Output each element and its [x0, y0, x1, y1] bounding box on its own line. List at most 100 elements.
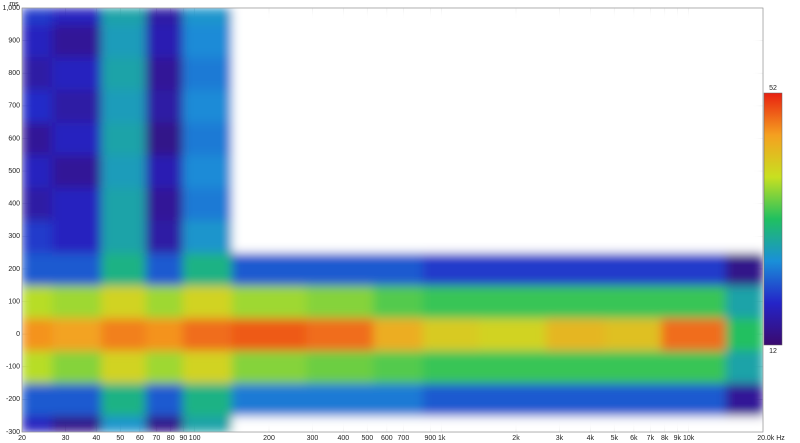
x-tick-label: 20 — [18, 435, 26, 442]
heat-cell — [306, 24, 374, 58]
heat-cell — [145, 89, 184, 123]
y-tick-label: 500 — [8, 168, 20, 175]
heat-cell — [604, 8, 662, 25]
heat-cell — [231, 24, 307, 58]
heat-cell — [373, 317, 424, 351]
heat-cell — [52, 220, 102, 254]
x-tick-label: 80 — [167, 435, 175, 442]
heat-cell — [725, 89, 763, 123]
heat-cell — [604, 187, 662, 221]
heat-cell — [182, 383, 233, 417]
heat-cell — [52, 415, 102, 432]
heat-cell — [725, 122, 763, 156]
heat-cell — [145, 383, 184, 417]
heat-cell — [182, 56, 233, 91]
heat-cell — [546, 24, 606, 58]
heat-cell — [306, 154, 374, 188]
heat-cell — [101, 383, 146, 417]
heat-cell — [661, 187, 727, 221]
heat-cell — [478, 56, 547, 91]
x-tick-label: 60 — [136, 435, 144, 442]
heat-cell — [306, 415, 374, 432]
heat-cell — [145, 154, 184, 188]
heat-cell — [373, 383, 424, 417]
heat-cell — [546, 317, 606, 351]
heat-cell — [661, 154, 727, 188]
heat-cell — [306, 252, 374, 286]
heat-cell — [22, 220, 53, 254]
heat-cell — [478, 8, 547, 25]
heat-cell — [604, 317, 662, 351]
heat-cell — [373, 187, 424, 221]
x-tick-label: 2k — [512, 435, 520, 442]
heat-cell — [306, 285, 374, 319]
heat-cell — [661, 415, 727, 432]
heat-cell — [231, 220, 307, 254]
heat-cell — [182, 89, 233, 123]
heat-cell — [145, 220, 184, 254]
heat-cell — [546, 122, 606, 156]
heat-cell — [661, 350, 727, 384]
heat-cell — [101, 285, 146, 319]
heat-cell — [52, 154, 102, 188]
heat-cell — [422, 285, 480, 319]
heat-cell — [546, 415, 606, 432]
heat-cell — [478, 89, 547, 123]
heat-cell — [231, 285, 307, 319]
heat-cell — [478, 187, 547, 221]
x-tick-label: 8k — [661, 435, 669, 442]
x-tick-label: 700 — [398, 435, 410, 442]
y-tick-label: 1,000 — [2, 5, 20, 12]
heat-cell — [478, 317, 547, 351]
heat-cell — [52, 285, 102, 319]
heat-cell — [478, 383, 547, 417]
y-tick-label: -300 — [6, 429, 20, 436]
heat-cell — [478, 24, 547, 58]
y-tick-label: 700 — [8, 103, 20, 110]
heat-cell — [182, 285, 233, 319]
heat-cell — [422, 154, 480, 188]
heat-cell — [52, 187, 102, 221]
x-tick-label: 600 — [381, 435, 393, 442]
heat-cell — [101, 56, 146, 91]
heat-cell — [231, 187, 307, 221]
color-max-label: 52 — [769, 85, 777, 92]
heat-cell — [22, 89, 53, 123]
heat-cell — [182, 154, 233, 188]
x-tick-label: 9k — [674, 435, 682, 442]
heat-cell — [101, 220, 146, 254]
x-tick-label: 200 — [263, 435, 275, 442]
x-tick-label: 500 — [361, 435, 373, 442]
heat-cell — [725, 56, 763, 91]
heat-cell — [306, 383, 374, 417]
heat-cell — [145, 285, 184, 319]
heat-cell — [306, 220, 374, 254]
heat-cell — [725, 220, 763, 254]
x-tick-label: 6k — [630, 435, 638, 442]
heat-cell — [22, 415, 53, 432]
heat-cell — [231, 122, 307, 156]
x-tick-label: 70 — [152, 435, 160, 442]
heat-cell — [604, 89, 662, 123]
y-tick-label: 200 — [8, 266, 20, 273]
x-tick-label: 400 — [338, 435, 350, 442]
heat-cell — [22, 252, 53, 286]
heat-cell — [546, 350, 606, 384]
heat-cell — [422, 8, 480, 25]
x-tick-label: 1k — [438, 435, 446, 442]
heat-cell — [101, 252, 146, 286]
heat-cell — [604, 154, 662, 188]
heat-cell — [373, 8, 424, 25]
heat-cell — [725, 350, 763, 384]
heat-cell — [546, 220, 606, 254]
color-bar — [763, 92, 783, 346]
x-tick-label: 30 — [62, 435, 70, 442]
heat-cell — [231, 415, 307, 432]
heat-cell — [478, 285, 547, 319]
heat-cell — [546, 56, 606, 91]
heat-cell — [182, 317, 233, 351]
heat-cell — [478, 220, 547, 254]
heat-cell — [422, 383, 480, 417]
heat-cell — [422, 252, 480, 286]
